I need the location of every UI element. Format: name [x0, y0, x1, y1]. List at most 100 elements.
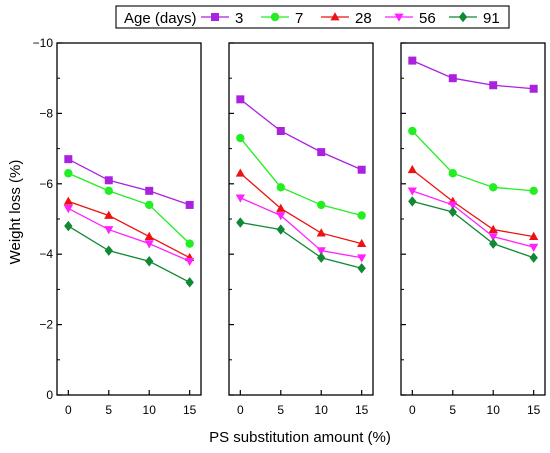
y-tick-label: 0 [46, 388, 53, 402]
data-point [64, 155, 73, 164]
legend-entry-28: 28 [321, 10, 372, 27]
legend-label: 28 [355, 10, 372, 27]
data-point [185, 277, 194, 288]
panel-frame [400, 42, 546, 396]
legend-marker [394, 13, 404, 22]
data-point [276, 224, 285, 235]
data-point [145, 186, 154, 195]
series-line [411, 169, 534, 238]
x-tick-label: 0 [237, 403, 244, 417]
legend-label: 3 [235, 10, 243, 27]
data-point [529, 252, 538, 263]
series-line [68, 172, 191, 245]
data-point [407, 164, 417, 174]
series-7 [408, 126, 538, 196]
data-point [63, 196, 73, 205]
data-point [488, 224, 498, 233]
data-point [276, 127, 285, 135]
legend-entry-7: 7 [261, 10, 303, 27]
data-point [104, 245, 113, 256]
series-line [239, 137, 362, 217]
series-line [67, 225, 190, 283]
data-point [104, 226, 114, 235]
series-3 [64, 155, 194, 209]
legend-marker [270, 12, 280, 22]
x-tick-label: 5 [277, 403, 284, 417]
x-tick-label: 5 [449, 403, 456, 417]
series-line [239, 98, 362, 171]
series-line [239, 172, 362, 245]
legend-label: 56 [419, 10, 436, 27]
series-3 [408, 56, 538, 93]
y-tick-label: −10 [33, 36, 54, 50]
x-tick-label: 0 [65, 403, 72, 417]
data-point [448, 206, 457, 218]
legend-label: 91 [483, 10, 500, 27]
data-point [63, 205, 73, 214]
legend-entry-3: 3 [201, 10, 243, 27]
panel-left: 0 −2 −4 −6 −8 −10 0 5 10 15 [33, 36, 202, 417]
y-tick-label: −4 [39, 247, 53, 261]
data-point [357, 238, 367, 248]
series-7 [64, 169, 194, 248]
data-point [276, 183, 285, 192]
data-point [488, 233, 498, 242]
data-point [236, 95, 245, 104]
x-tick-label: 10 [315, 403, 329, 417]
panel-middle: 0 5 10 15 [228, 42, 374, 417]
series-28 [407, 164, 539, 240]
data-point [64, 169, 73, 178]
series-91 [236, 217, 366, 274]
data-point [408, 56, 417, 65]
data-point [357, 211, 366, 220]
data-point [357, 263, 366, 274]
series-line [240, 197, 362, 259]
chart-panels: 0 −2 −4 −6 −8 −10 0 5 10 15 0 5 10 15 0 5 10 15 [33, 36, 546, 417]
data-point [529, 231, 539, 240]
data-point [236, 133, 245, 143]
data-point [408, 196, 417, 207]
x-tick-label: 0 [409, 403, 416, 417]
data-point [357, 254, 367, 263]
data-point [408, 126, 417, 136]
series-56 [63, 205, 195, 267]
series-3 [236, 95, 366, 174]
x-tick-label: 10 [487, 403, 501, 417]
legend-entry-56: 56 [385, 10, 436, 27]
data-point [489, 238, 498, 249]
y-axis-label: Weight loss (%) [7, 160, 24, 265]
data-point [276, 212, 286, 221]
data-point [317, 200, 326, 210]
data-point [144, 231, 154, 240]
series-line [412, 200, 534, 259]
legend-marker [211, 13, 219, 21]
data-point [448, 201, 458, 210]
panel-frame [228, 42, 374, 396]
x-tick-label: 10 [143, 403, 157, 417]
x-tick-label: 15 [527, 403, 541, 417]
data-point [236, 217, 245, 228]
data-point [104, 186, 113, 196]
series-line [68, 200, 190, 259]
data-point [316, 228, 326, 237]
x-tick-label: 15 [183, 403, 197, 417]
x-tick-label: 15 [355, 403, 369, 417]
data-point [448, 74, 457, 83]
data-point [448, 169, 457, 178]
legend-entry-91: 91 [449, 10, 500, 27]
data-point [276, 203, 286, 212]
data-point [64, 220, 73, 232]
data-point [317, 148, 326, 157]
chart-legend: Age (days) 3 7 28 56 91 [115, 5, 510, 29]
y-tick-label: −8 [39, 106, 53, 120]
series-91 [408, 196, 538, 263]
data-point [104, 210, 114, 219]
data-point [185, 200, 194, 209]
data-point [145, 200, 154, 210]
data-point [185, 257, 195, 267]
data-point [185, 239, 194, 248]
x-axis-label: PS substitution amount (%) [209, 429, 391, 446]
data-point [235, 168, 245, 177]
data-point [407, 187, 417, 196]
data-point [317, 252, 326, 263]
